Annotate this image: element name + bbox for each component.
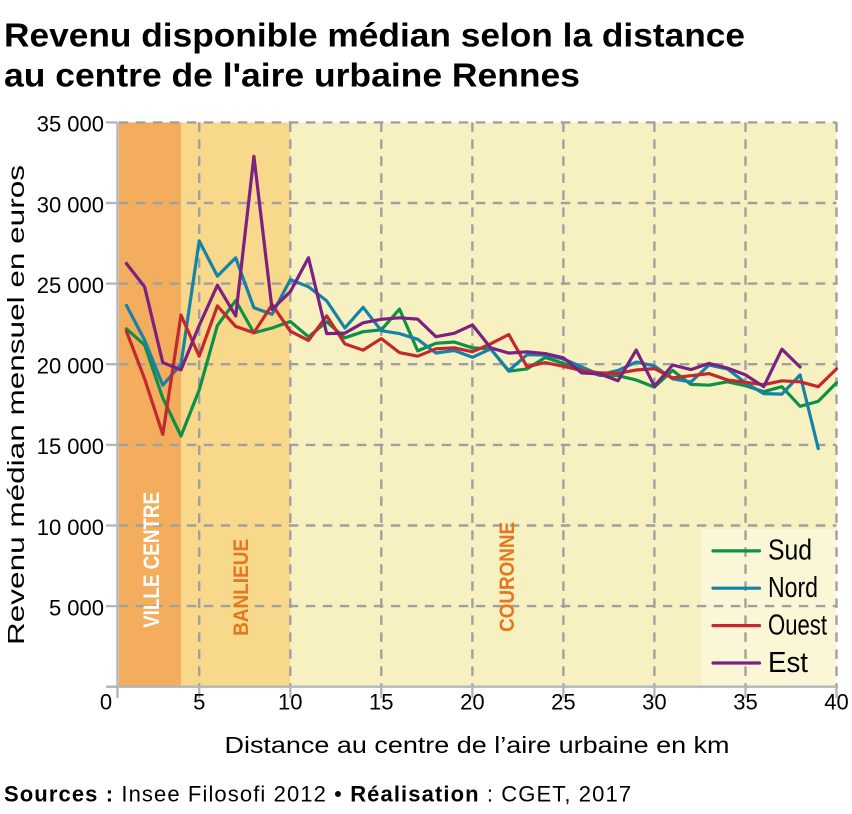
svg-text:15: 15 bbox=[369, 690, 393, 715]
svg-text:30 000: 30 000 bbox=[37, 192, 104, 217]
svg-text:Ouest: Ouest bbox=[768, 609, 827, 641]
svg-text:Sud: Sud bbox=[768, 535, 812, 567]
svg-text:0: 0 bbox=[100, 690, 112, 715]
svg-text:au centre de l'aire urbaine Re: au centre de l'aire urbaine Rennes bbox=[4, 57, 580, 94]
svg-text:Revenu disponible médian selon: Revenu disponible médian selon la distan… bbox=[4, 17, 745, 54]
svg-text:35 000: 35 000 bbox=[37, 112, 104, 137]
svg-text:5 000: 5 000 bbox=[49, 595, 104, 620]
svg-text:20 000: 20 000 bbox=[37, 354, 104, 379]
svg-text:10 000: 10 000 bbox=[37, 515, 104, 540]
svg-text:5: 5 bbox=[193, 690, 205, 715]
svg-text:Revenu médian mensuel en euros: Revenu médian mensuel en euros bbox=[3, 165, 29, 645]
svg-text:Est: Est bbox=[768, 647, 808, 679]
svg-text:10: 10 bbox=[278, 690, 302, 715]
svg-text:15 000: 15 000 bbox=[37, 434, 104, 459]
svg-text:40: 40 bbox=[824, 690, 848, 715]
svg-text:35: 35 bbox=[733, 690, 757, 715]
svg-text:20: 20 bbox=[460, 690, 484, 715]
svg-text:Sources : Insee Filosofi 2012: Sources : Insee Filosofi 2012 • Réalisat… bbox=[4, 782, 632, 807]
svg-text:BANLIEUE: BANLIEUE bbox=[230, 539, 253, 636]
svg-text:COURONNE: COURONNE bbox=[496, 522, 519, 632]
svg-text:25 000: 25 000 bbox=[37, 273, 104, 298]
svg-text:30: 30 bbox=[642, 690, 666, 715]
svg-text:25: 25 bbox=[551, 690, 575, 715]
svg-text:Distance au centre de l’aire u: Distance au centre de l’aire urbaine en … bbox=[225, 732, 730, 758]
svg-text:VILLE CENTRE: VILLE CENTRE bbox=[139, 492, 164, 628]
svg-text:Nord: Nord bbox=[768, 572, 818, 604]
